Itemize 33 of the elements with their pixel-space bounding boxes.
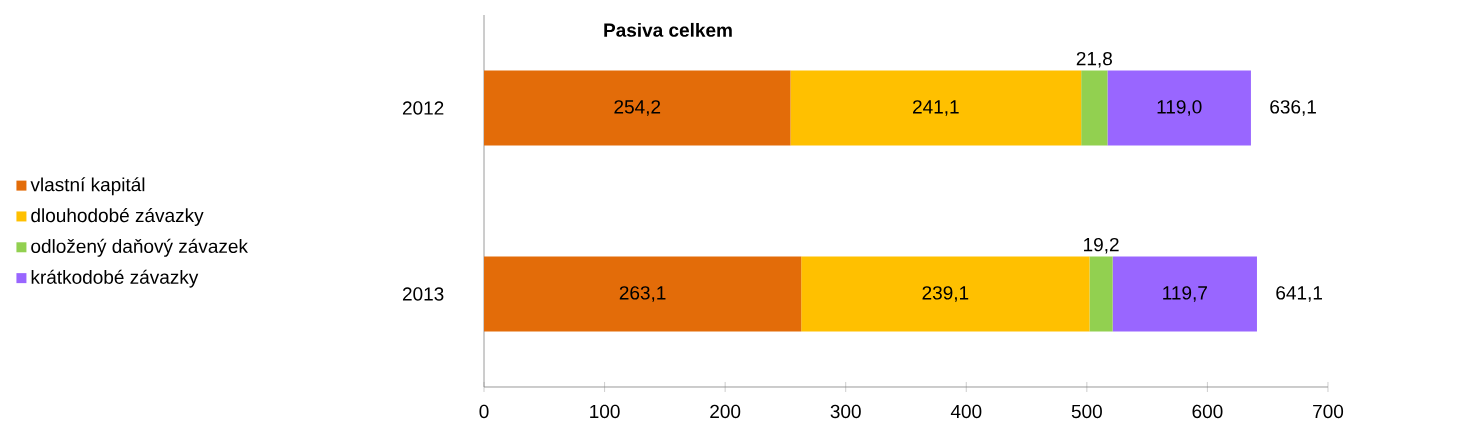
data-label: 239,1 xyxy=(922,286,969,302)
x-tick-label: 600 xyxy=(1192,404,1223,419)
bar xyxy=(1112,256,1257,332)
total-label: 636,1 xyxy=(1270,100,1316,116)
y-tick-label: 2012 xyxy=(402,101,444,115)
x-tick-label: 100 xyxy=(590,404,620,419)
data-label: 241,1 xyxy=(913,100,959,116)
bar xyxy=(484,256,802,332)
legend-label: dlouhodobé závazky xyxy=(31,208,204,226)
x-tick-label: 0 xyxy=(479,404,489,419)
bar xyxy=(1107,70,1251,146)
legend-label: vlastní kapitál xyxy=(30,177,145,196)
y-tick-label: 2013 xyxy=(402,287,444,301)
legend-label: krátkodobé závazky xyxy=(31,269,199,288)
data-label: 21,8 xyxy=(1076,51,1112,68)
x-tick-label: 200 xyxy=(710,404,741,419)
total-label: 641,1 xyxy=(1276,286,1322,302)
data-label: 119,0 xyxy=(1157,100,1202,116)
data-label: 263,1 xyxy=(619,286,666,302)
bar xyxy=(1089,256,1113,332)
x-tick-label: 500 xyxy=(1071,404,1102,419)
data-label: 254,2 xyxy=(614,100,661,116)
chart-title: Pasiva celkem xyxy=(604,22,732,37)
x-tick-label: 700 xyxy=(1313,404,1344,419)
x-tick-label: 300 xyxy=(830,404,861,419)
bar xyxy=(801,256,1090,332)
legend-label: odložený daňový závazek xyxy=(31,238,248,257)
bar xyxy=(790,70,1082,146)
data-label: 19,2 xyxy=(1084,237,1119,254)
data-label: 119,7 xyxy=(1163,286,1207,302)
bar xyxy=(1081,70,1108,146)
bar xyxy=(484,70,791,146)
x-tick-label: 400 xyxy=(950,404,982,419)
